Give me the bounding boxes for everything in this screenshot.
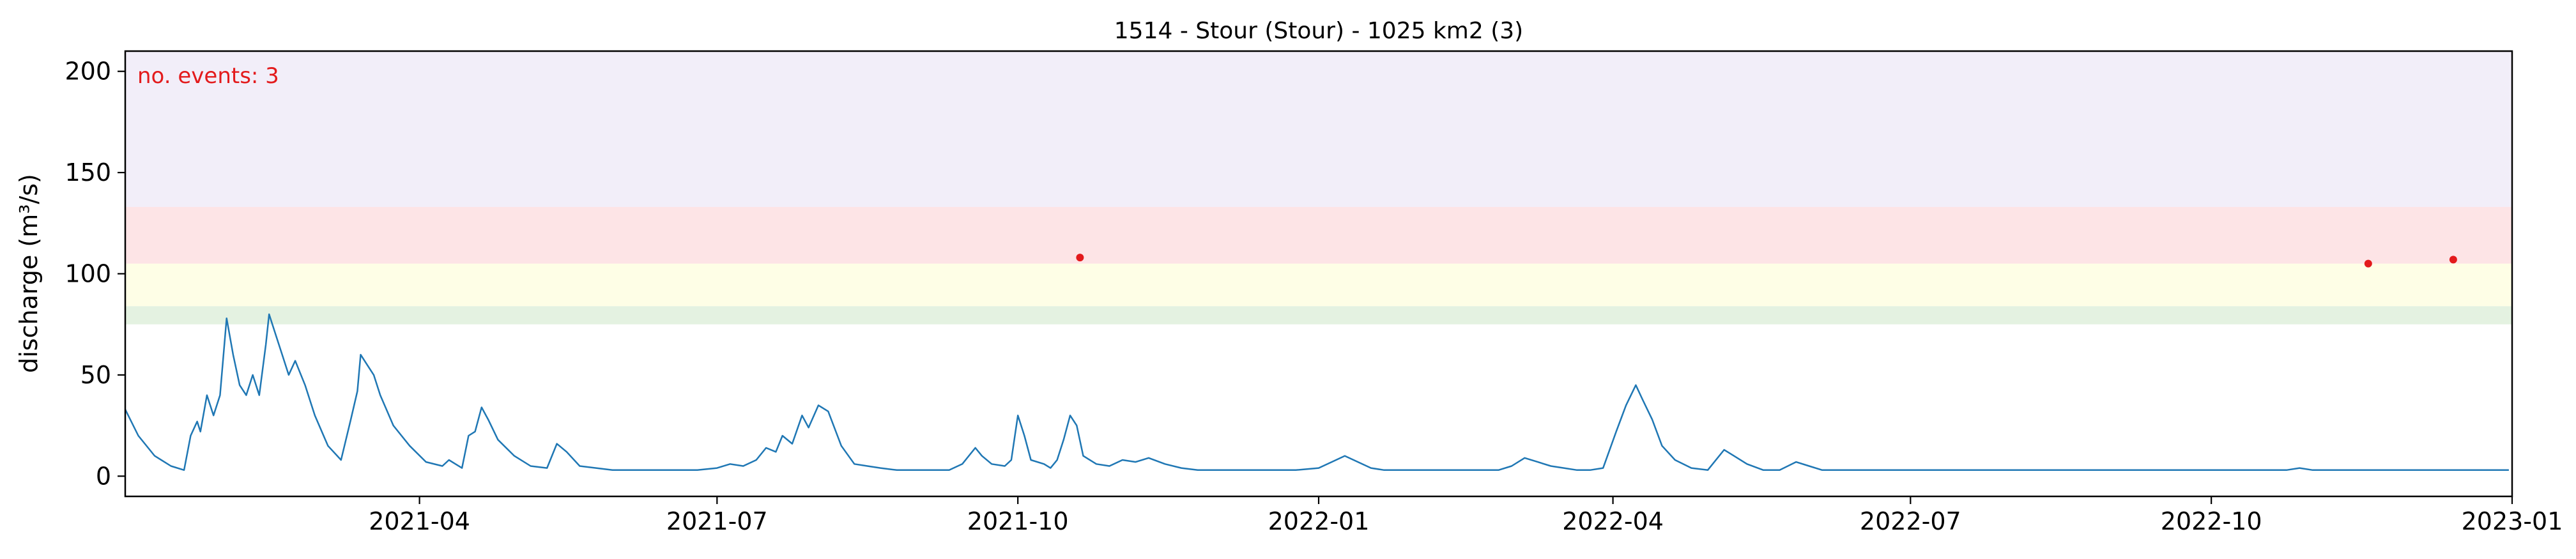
y-tick-label: 50 [80,361,111,389]
x-tick-label: 2021-04 [369,507,470,535]
y-tick-label: 150 [65,158,111,187]
x-tick-label: 2021-10 [967,507,1069,535]
threshold-band [125,263,2512,307]
chart-title: 1514 - Stour (Stour) - 1025 km2 (3) [1114,18,1523,44]
y-tick-label: 0 [96,462,111,490]
y-tick-label: 100 [65,260,111,288]
event-marker [1076,254,1084,262]
x-tick-label: 2022-04 [1562,507,1664,535]
x-axis: 2021-04 2021-07 2021-10 2022-01 2022-04 2022-… [369,496,2563,535]
x-tick-label: 2023-01 [2462,507,2563,535]
y-tick-label: 200 [65,57,111,86]
x-tick-label: 2022-01 [1268,507,1370,535]
threshold-bands [125,51,2512,325]
x-tick-label: 2022-10 [2161,507,2262,535]
threshold-band [125,306,2512,325]
y-axis-label: discharge (m³/s) [15,174,43,373]
y-axis: 0 50 100 150 200 [65,57,125,490]
discharge-series-line [124,313,2509,471]
threshold-band [125,51,2512,207]
x-tick-label: 2021-07 [666,507,768,535]
event-marker [2364,259,2372,268]
threshold-band [125,206,2512,264]
series-lines [124,313,2509,471]
event-marker [2449,256,2457,264]
x-tick-label: 2022-07 [1860,507,1961,535]
event-markers [1076,254,2457,268]
events-annotation: no. events: 3 [137,63,279,89]
